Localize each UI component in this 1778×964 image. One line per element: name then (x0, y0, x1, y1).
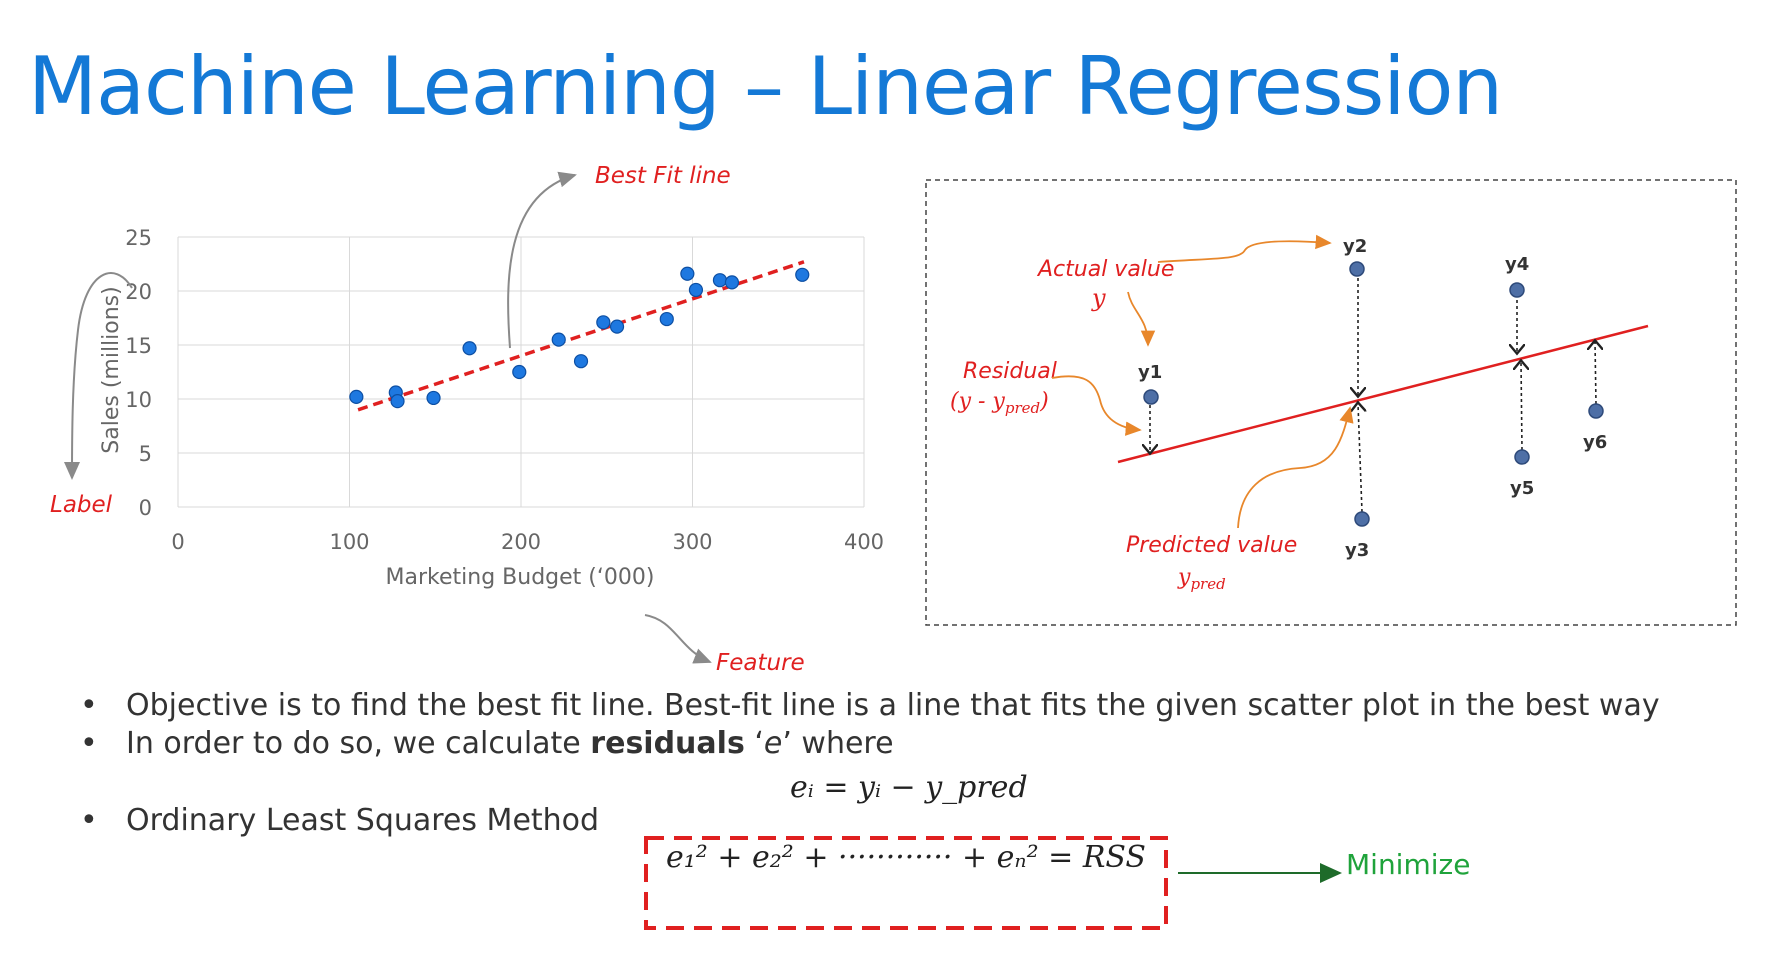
y-tick-0: 0 (139, 496, 152, 520)
x-tick-300: 300 (672, 530, 712, 554)
data-point (795, 267, 810, 282)
residual-formula: (y - ypred) (950, 389, 1049, 417)
data-point (462, 341, 477, 356)
data-point (512, 364, 527, 380)
page-title: Machine Learning – Linear Regression (28, 40, 1503, 133)
diagram-frame (925, 179, 1737, 626)
actual-to-y2-arrow (1157, 234, 1332, 263)
label-arrow (64, 272, 133, 480)
point-y6 (1588, 403, 1604, 419)
rss-box (644, 836, 1168, 930)
regression-line (1117, 324, 1649, 464)
residual-arrow (1051, 375, 1142, 436)
rss-equation: e₁² + e₂² + ············ + eₙ² = RSS (666, 840, 1146, 875)
label-annotation: Label (50, 492, 113, 518)
x-tick-0: 0 (171, 530, 184, 554)
data-point (712, 273, 728, 288)
data-point (551, 332, 566, 347)
label-y2: y2 (1343, 236, 1367, 257)
predicted-y-symbol: ypred (1177, 565, 1226, 593)
y-tick-5: 5 (139, 442, 152, 466)
data-point (426, 390, 441, 406)
point-y2 (1349, 261, 1365, 277)
label-y6: y6 (1583, 432, 1607, 453)
data-point (390, 394, 405, 409)
data-point (609, 319, 625, 334)
data-point (688, 282, 704, 298)
residual-points (1143, 261, 1604, 527)
x-tick-400: 400 (844, 530, 884, 554)
label-y4: y4 (1505, 254, 1529, 275)
data-point (659, 311, 674, 327)
y-tick-25: 25 (125, 226, 152, 250)
y-axis-label: Sales (millions) (99, 286, 124, 453)
label-y5: y5 (1510, 478, 1534, 499)
x-tick-labels: 0 100 200 300 400 (171, 530, 884, 554)
y-tick-10: 10 (125, 388, 152, 412)
best-fit-arrow (507, 171, 577, 349)
data-point (596, 315, 611, 330)
minimize-label: Minimize (1346, 848, 1471, 881)
data-point (573, 354, 589, 369)
x-axis-label: Marketing Budget (‘000) (386, 565, 655, 590)
data-point (680, 266, 695, 281)
data-point (724, 275, 740, 290)
point-y3 (1354, 511, 1370, 527)
residual-equation: eᵢ = yᵢ − y_pred (790, 770, 1028, 805)
label-y3: y3 (1345, 540, 1369, 561)
predicted-arrow (1237, 406, 1354, 529)
residual-label: Residual (963, 359, 1057, 384)
point-y4 (1509, 282, 1525, 298)
chart-grid (177, 236, 865, 508)
point-y5 (1514, 449, 1530, 465)
x-tick-100: 100 (329, 530, 369, 554)
point-y1 (1143, 389, 1159, 405)
actual-y-symbol: y (1091, 284, 1106, 312)
residual-segments (1150, 278, 1596, 513)
feature-arrow (644, 614, 712, 664)
actual-value-label: Actual value (1036, 257, 1174, 282)
data-points (349, 266, 810, 409)
x-tick-200: 200 (501, 530, 541, 554)
best-fit-label: Best Fit line (595, 163, 731, 189)
data-point (349, 389, 364, 404)
actual-to-y1-arrow (1127, 291, 1156, 347)
y-tick-15: 15 (125, 334, 152, 358)
predicted-value-label: Predicted value (1126, 533, 1297, 558)
label-y1: y1 (1138, 362, 1162, 383)
feature-annotation: Feature (716, 650, 805, 676)
residual-diagram: y1 y2 y3 y4 y5 y6 Actual value y Residua… (925, 179, 1737, 626)
